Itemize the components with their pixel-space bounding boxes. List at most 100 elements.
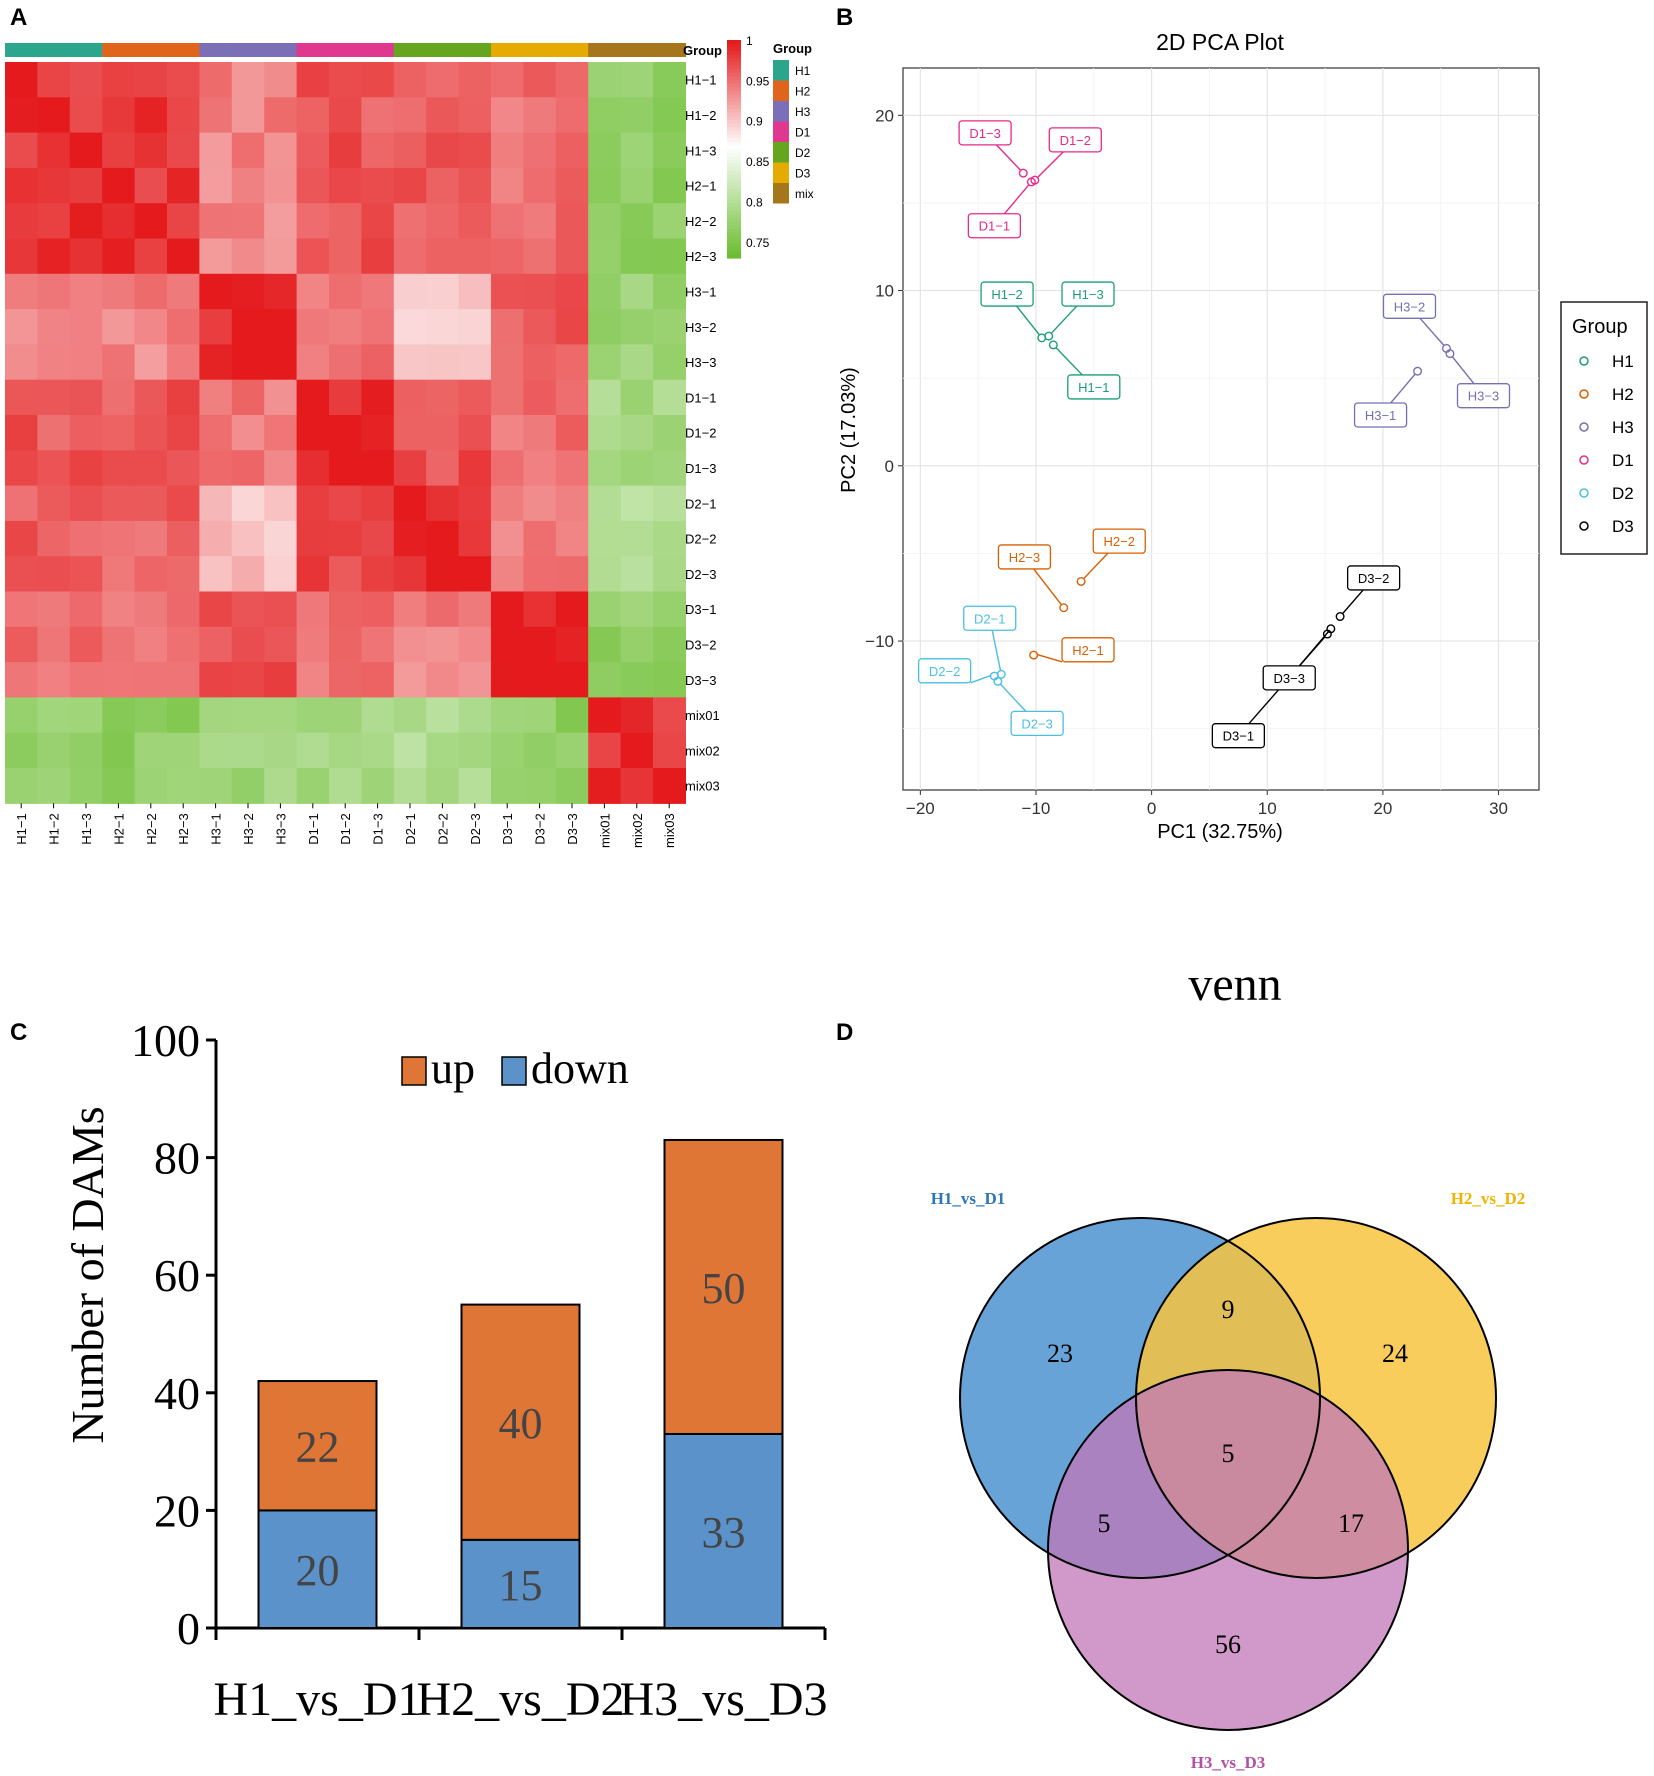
heatmap-cell-D2-1-D1-3 xyxy=(361,485,395,522)
heatmap-cell-H3-1-H3-1 xyxy=(199,273,233,310)
color-scale-step xyxy=(727,127,741,132)
pca-legend-key-D2 xyxy=(1579,488,1589,498)
heatmap-cell-D3-3-mix02 xyxy=(620,662,654,698)
pca-point-label: D2−2 xyxy=(929,664,960,679)
color-scale-step xyxy=(727,210,741,215)
heatmap-cell-D3-3-D1-1 xyxy=(296,662,330,698)
group-annotation-D1-3 xyxy=(361,43,395,57)
heatmap-cell-H1-2-D2-1 xyxy=(393,97,427,134)
group-annotation-H3-1 xyxy=(199,43,233,57)
heatmap-cell-D1-3-mix02 xyxy=(620,450,654,487)
heatmap-cell-H2-3-D1-1 xyxy=(296,238,330,275)
color-scale-step xyxy=(727,218,741,223)
heatmap-cell-H3-1-H2-3 xyxy=(167,273,200,310)
pca-label-connector xyxy=(1390,373,1416,404)
heatmap-cell-H2-2-D3-2 xyxy=(523,203,557,240)
heatmap-cell-H3-1-D2-2 xyxy=(426,273,460,310)
pca-point-H2 xyxy=(1076,576,1086,586)
heatmap-cell-D1-1-H3-3 xyxy=(264,379,298,416)
color-scale-step xyxy=(727,167,741,172)
color-scale-step xyxy=(727,243,741,248)
color-scale-tick: 0.95 xyxy=(746,74,770,88)
heatmap-col-label: D2−3 xyxy=(468,813,483,844)
pca-legend-label-D3: D3 xyxy=(1612,517,1634,536)
color-scale-step xyxy=(727,214,741,219)
heatmap-cell-H3-2-mix02 xyxy=(620,309,654,345)
heatmap-cell-H1-2-mix03 xyxy=(653,97,686,134)
pca-y-tick-label: −10 xyxy=(865,632,894,651)
heatmap-cell-D2-2-H2-2 xyxy=(134,520,168,557)
pca-label-connector xyxy=(1298,631,1329,667)
heatmap-cell-D2-3-H2-1 xyxy=(102,556,136,593)
heatmap-cell-D1-3-D2-1 xyxy=(393,450,427,487)
pca-label-connector xyxy=(1003,184,1030,215)
bar-down-H3_vs_D3 xyxy=(663,1432,784,1629)
heatmap-cell-D2-1-D2-2 xyxy=(426,485,460,522)
heatmap-cell-D2-1-H2-3 xyxy=(167,485,200,522)
bar-marks: 20 22 15 40 33 50 xyxy=(257,1138,784,1630)
heatmap-cell-D1-2-D1-1 xyxy=(296,415,330,451)
heatmap-cell-D3-3-H3-1 xyxy=(199,662,233,698)
color-scale-step xyxy=(727,69,741,74)
pca-label-box xyxy=(1456,383,1511,409)
heatmap-cell-H1-3-D1-3 xyxy=(361,132,395,169)
heatmap-cell-D3-3-H2-1 xyxy=(102,662,136,698)
heatmap-cell-H3-1-D1-3 xyxy=(361,273,395,310)
heatmap-cell-mix02-H3-2 xyxy=(231,732,265,769)
heatmap-row-label: H2−2 xyxy=(685,214,716,229)
heatmap-cell-D2-2-H3-1 xyxy=(199,520,233,557)
heatmap-cell-H1-1-D1-1 xyxy=(296,62,330,98)
venn-outline-h3-vs-d3 xyxy=(1047,1369,1409,1731)
heatmap-cell-D1-3-H1-1 xyxy=(5,450,38,487)
heatmap-cell-mix02-D3-3 xyxy=(555,732,589,769)
pca-label-box xyxy=(1067,374,1121,400)
heatmap-col-label: H3−1 xyxy=(209,813,224,844)
heatmap-cell-D2-3-mix02 xyxy=(620,556,654,593)
heatmap-cell-H1-2-mix01 xyxy=(588,97,622,134)
heatmap-cell-D3-3-H1-3 xyxy=(69,662,103,698)
panel-label-d: D xyxy=(836,1019,853,1046)
pca-point-H2 xyxy=(1029,650,1039,660)
pca-x-tick-label: 0 xyxy=(1147,799,1156,818)
bar-y-tick-label: 20 xyxy=(154,1485,200,1536)
heatmap-cell-D1-2-H3-1 xyxy=(199,415,233,451)
bar-category-label: H1_vs_D1 xyxy=(213,1673,421,1726)
color-scale-step xyxy=(727,101,741,106)
heatmap-cell-H2-1-mix03 xyxy=(653,167,686,204)
heatmap-cell-D3-2-H3-2 xyxy=(231,626,265,663)
heatmap-cell-D2-1-mix03 xyxy=(653,485,686,522)
heatmap-cell-H1-1-H2-1 xyxy=(102,62,136,98)
pca-point-label: H3−2 xyxy=(1394,299,1425,314)
heatmap-cell-D1-3-mix01 xyxy=(588,450,622,487)
heatmap-cell-D1-1-H1-1 xyxy=(5,379,38,416)
heatmap-cell-H3-3-D1-1 xyxy=(296,344,330,381)
heatmap-cell-H1-3-H1-2 xyxy=(37,132,71,169)
color-scale-step xyxy=(727,138,741,143)
heatmap-cell-D1-3-D3-1 xyxy=(491,450,524,487)
heatmap-row-label: D1−1 xyxy=(685,390,716,405)
heatmap-col-label: mix03 xyxy=(662,813,677,848)
heatmap-cell-H3-3-mix03 xyxy=(653,344,686,381)
heatmap-cell-D1-1-D3-1 xyxy=(491,379,524,416)
heatmap-col-label: H1−1 xyxy=(14,813,29,844)
heatmap-cell-H1-2-D1-1 xyxy=(296,97,330,134)
heatmap-cell-H3-2-D1-3 xyxy=(361,309,395,345)
heatmap-cell-D3-3-D1-2 xyxy=(329,662,362,698)
heatmap-cell-D1-1-D1-2 xyxy=(329,379,362,416)
pca-label-box xyxy=(917,658,972,684)
heatmap-cell-mix03-D3-2 xyxy=(523,768,557,804)
color-scale-tick: 0.8 xyxy=(746,195,763,209)
heatmap-cell-H2-1-D1-1 xyxy=(296,167,330,204)
heatmap-cell-D3-1-H1-3 xyxy=(69,591,103,628)
pca-label-connector xyxy=(1033,568,1062,606)
heatmap-cell-H1-2-D2-2 xyxy=(426,97,460,134)
heatmap-cell-mix03-D2-3 xyxy=(458,768,492,804)
bar-y-tick-label: 0 xyxy=(177,1603,200,1654)
heatmap-cell-D1-1-D3-2 xyxy=(523,379,557,416)
heatmap-cell-H1-3-D3-3 xyxy=(555,132,589,169)
pca-title: 2D PCA Plot xyxy=(1156,29,1284,55)
heatmap-cell-H1-1-D1-2 xyxy=(329,62,362,98)
heatmap-cell-D3-3-D1-3 xyxy=(361,662,395,698)
pca-legend-label-H1: H1 xyxy=(1612,352,1634,371)
pca-point-label: D1−1 xyxy=(979,219,1010,234)
